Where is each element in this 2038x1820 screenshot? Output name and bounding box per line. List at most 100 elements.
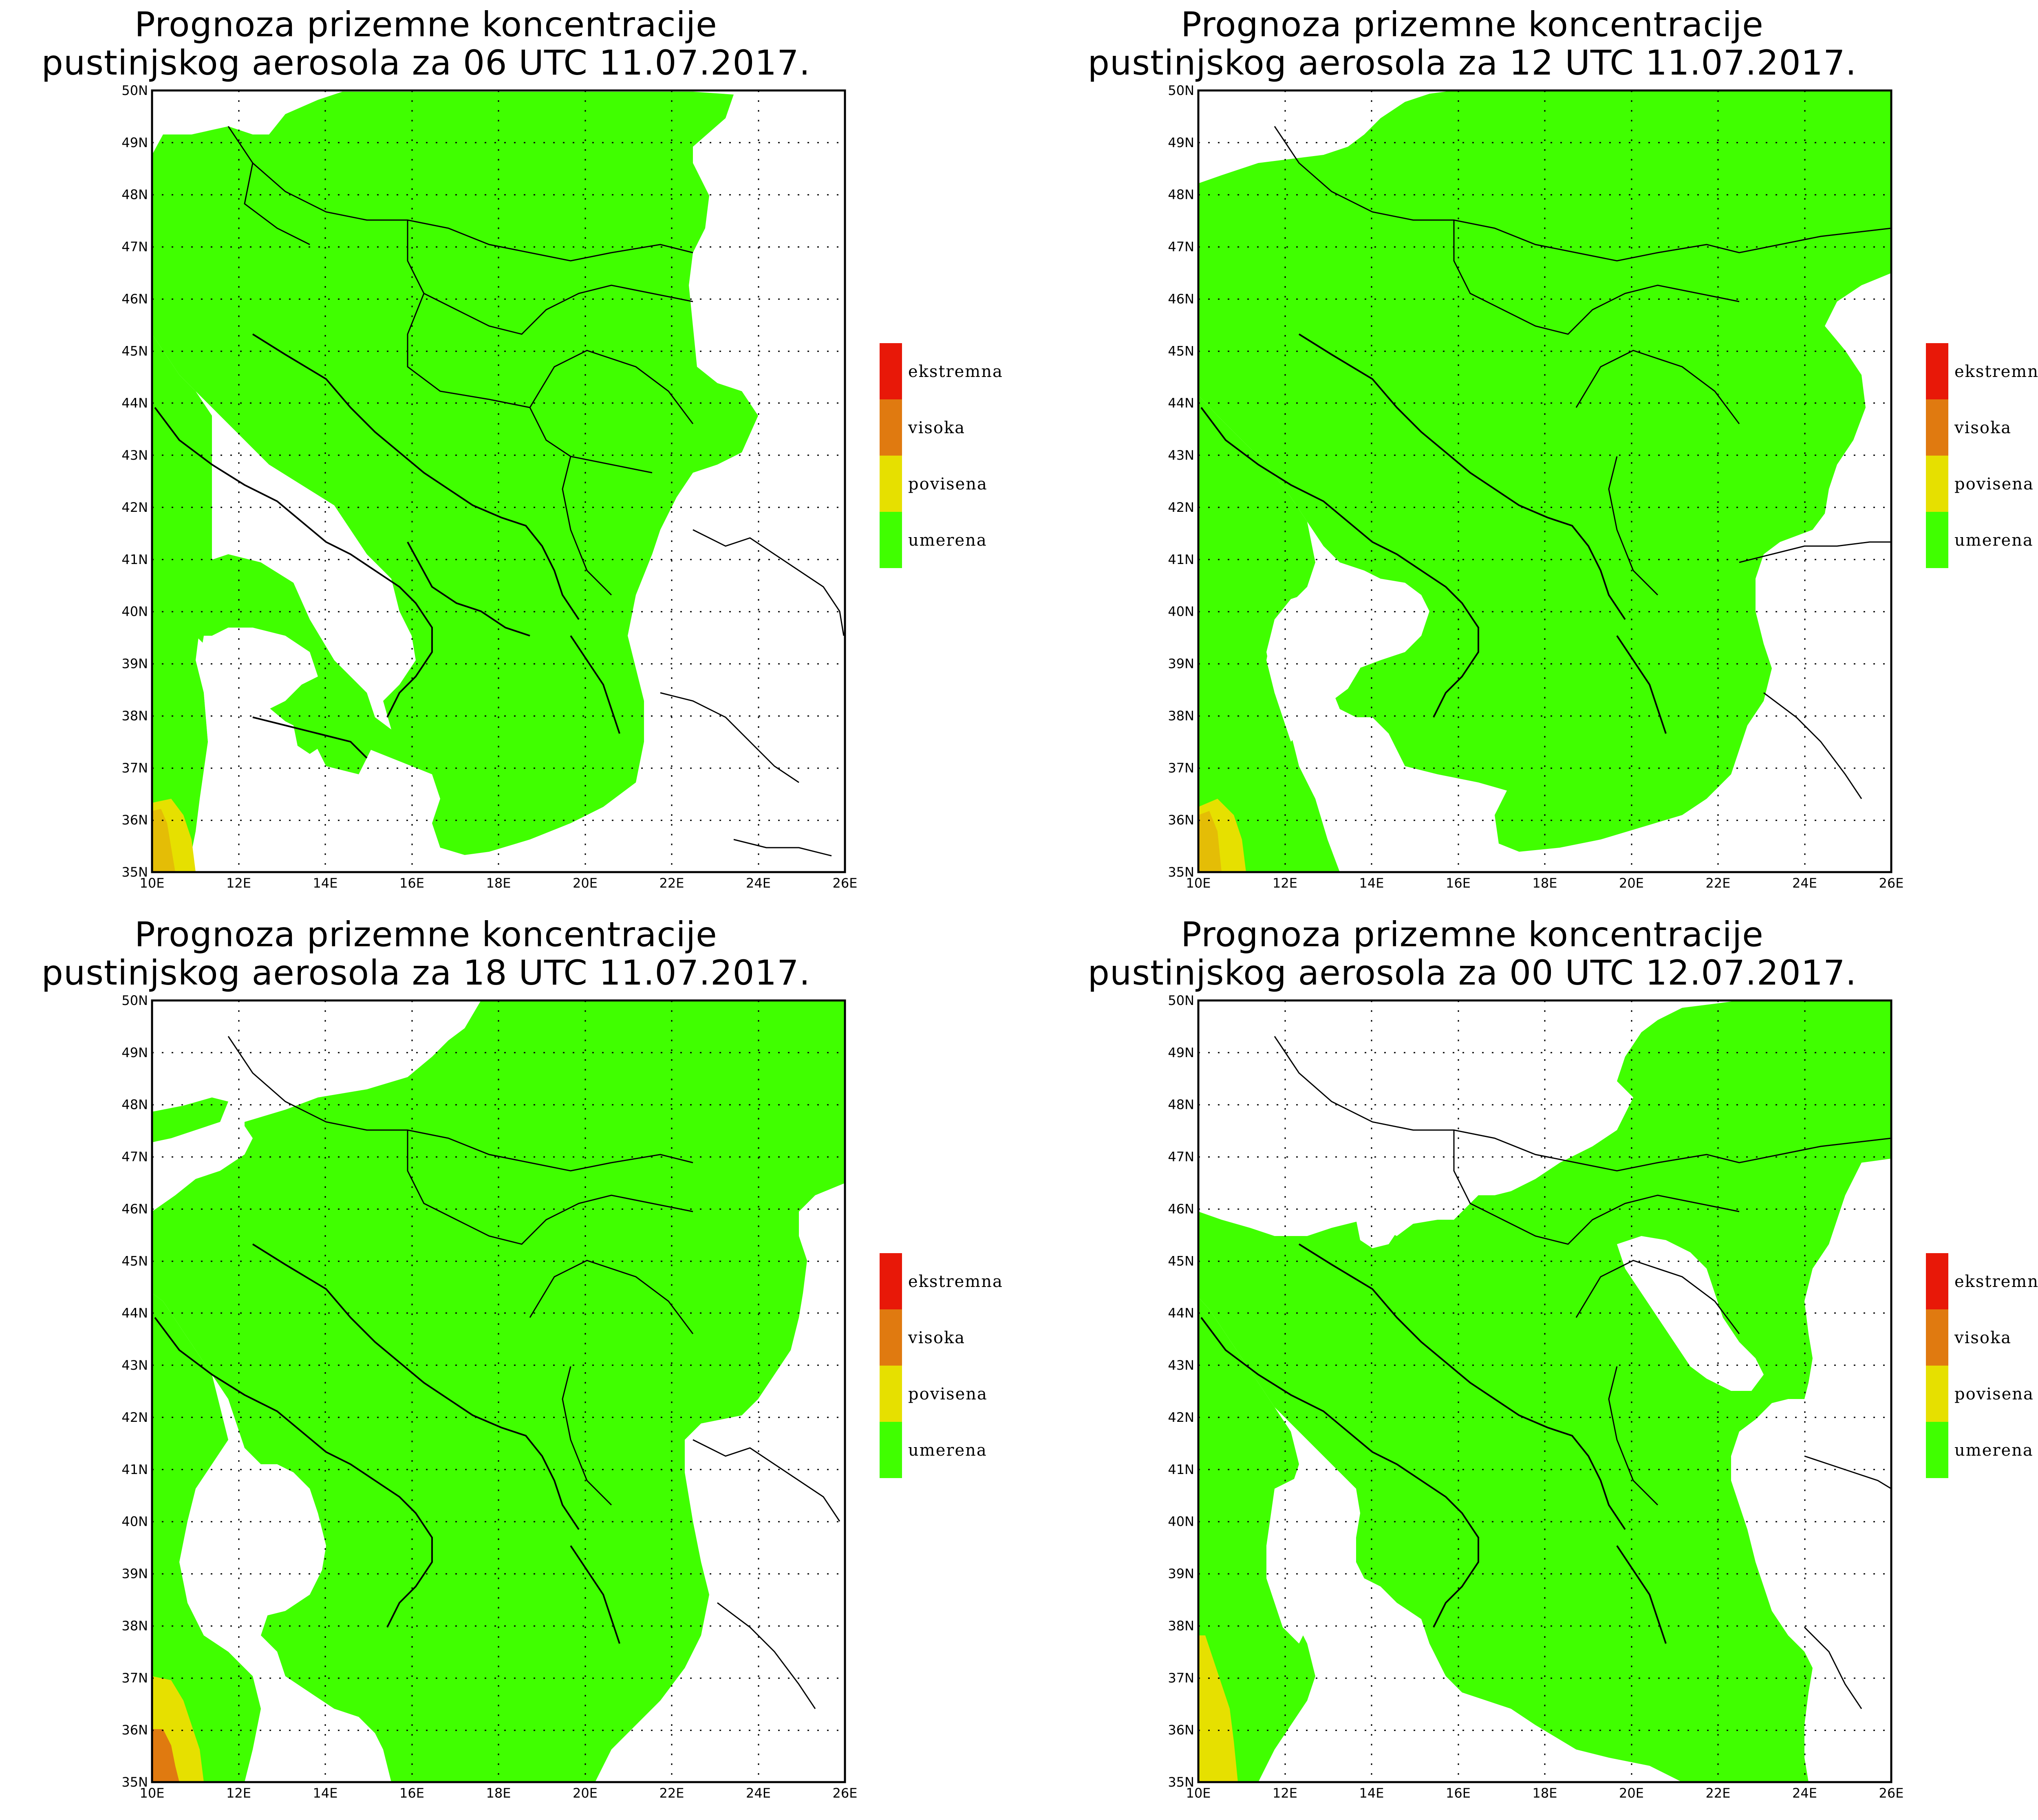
lat-tick-label: 40N (1168, 1514, 1194, 1529)
lat-tick-label: 35N (121, 864, 148, 880)
lat-tick-label: 46N (121, 291, 148, 306)
coastline (154, 333, 620, 759)
lon-tick-label: 16E (1446, 1785, 1471, 1801)
panel-title-line2: pustinjskog aerosola za 18 UTC 11.07.201… (41, 953, 811, 993)
lon-tick-label: 20E (573, 1785, 598, 1801)
lat-tick-label: 37N (1168, 1670, 1194, 1686)
forecast-map: 35N 36N 37N 38N 39N 40N 41N 42N 43N 44N 45N 46N 47N 4… (1168, 83, 2038, 891)
concentration-fields (152, 92, 845, 872)
legend-swatch-umerena (1926, 512, 1948, 568)
legend-label-visoka: visoka (908, 419, 965, 437)
lon-tick-label: 20E (573, 875, 598, 891)
legend-swatch-povisena (1926, 1366, 1948, 1422)
forecast-map: 35N 36N 37N 38N 39N 40N 41N 42N 43N 44N 45N 46N 47N 4… (121, 83, 1002, 891)
lat-tick-label: 36N (1168, 812, 1194, 828)
legend-swatch-povisena (880, 456, 902, 512)
lat-tick-label: 43N (1168, 1357, 1194, 1373)
lon-tick-label: 22E (1706, 875, 1731, 891)
lat-tick-label: 49N (1168, 1045, 1194, 1060)
legend: ekstremna visoka povisena umerena (880, 1253, 1003, 1478)
lat-tick-label: 38N (1168, 1618, 1194, 1633)
legend: ekstremna visoka povisena umerena (1926, 1253, 2038, 1478)
panel-title-line2: pustinjskog aerosola za 00 UTC 12.07.201… (1087, 953, 1857, 993)
legend-label-ekstremna: ekstremna (908, 1272, 1003, 1291)
legend-swatch-povisena (880, 1366, 902, 1422)
lon-tick-label: 18E (486, 1785, 511, 1801)
map-panel-06utc: Prognoza prizemne koncentracije pustinjs… (0, 0, 1046, 910)
forecast-map: 35N 36N 37N 38N 39N 40N 41N 42N 43N 44N 45N 46N 47N 4… (1168, 993, 2038, 1801)
lon-tick-label: 16E (1446, 875, 1471, 891)
lat-tick-label: 47N (121, 1149, 148, 1165)
lat-tick-label: 50N (1168, 83, 1194, 98)
visoka-area (152, 1729, 179, 1782)
legend-label-povisena: povisena (1954, 1385, 2034, 1404)
coastline (1200, 1243, 1667, 1644)
graticule (1198, 1000, 1891, 1782)
white-hole-sw (200, 628, 318, 782)
umerena-area-west (152, 1293, 261, 1782)
visoka-edge (152, 809, 175, 872)
legend-label-visoka: visoka (1954, 1329, 2012, 1347)
lat-tick-label: 35N (1168, 1774, 1194, 1790)
lon-tick-label: 10E (140, 1785, 165, 1801)
lon-tick-label: 20E (1619, 875, 1644, 891)
umerena-area-west (1198, 1297, 1315, 1782)
legend-swatch-povisena (1926, 456, 1948, 512)
lat-tick-label: 42N (1168, 500, 1194, 515)
lat-tick-label: 50N (121, 83, 148, 98)
legend-swatch-ekstremna (1926, 1253, 1948, 1309)
legend-swatch-ekstremna (880, 1253, 902, 1309)
lat-tick-label: 48N (1168, 1097, 1194, 1113)
border-lines (1274, 1036, 1892, 1506)
legend-swatch-visoka (880, 1309, 902, 1366)
lon-tick-label: 26E (833, 1785, 858, 1801)
umerena-nw (152, 1097, 228, 1142)
concentration-fields (1198, 1000, 1892, 1782)
forecast-map: 35N 36N 37N 38N 39N 40N 41N 42N 43N 44N 45N 46N 47N 4… (121, 993, 1003, 1801)
lon-tick-label: 18E (486, 875, 511, 891)
lat-tick-label: 49N (1168, 135, 1194, 150)
white-hole-sw (187, 1468, 318, 1660)
umerena-area-west (152, 334, 212, 872)
lat-tick-label: 45N (121, 343, 148, 359)
border-lines (1274, 126, 1892, 596)
lat-tick-label: 50N (1168, 993, 1194, 1008)
graticule (1198, 90, 1891, 872)
legend-label-povisena: povisena (908, 475, 988, 494)
lat-tick-label: 36N (1168, 1722, 1194, 1738)
lon-tick-label: 10E (140, 875, 165, 891)
eastern-coast (1804, 1455, 1892, 1709)
lon-tick-label: 26E (1879, 1785, 1904, 1801)
lat-tick-label: 48N (1168, 187, 1194, 203)
lon-tick-label: 14E (1359, 875, 1384, 891)
lon-tick-label: 10E (1186, 875, 1211, 891)
legend-label-visoka: visoka (908, 1329, 965, 1347)
lat-tick-label: 39N (121, 1566, 148, 1582)
lat-tick-label: 42N (1168, 1410, 1194, 1425)
legend-swatch-visoka (1926, 1309, 1948, 1366)
lon-tick-label: 14E (313, 1785, 338, 1801)
panel-title-line1: Prognoza prizemne koncentracije (135, 914, 717, 954)
lat-tick-label: 41N (1168, 1462, 1194, 1477)
umerena-area (1198, 1000, 1891, 1782)
longitude-labels: 10E 12E 14E 16E 18E 20E 22E 24E 26E (1186, 875, 1904, 891)
legend-label-ekstremna: ekstremna (1954, 1272, 2038, 1291)
lat-tick-label: 36N (121, 812, 148, 828)
lat-tick-label: 47N (121, 239, 148, 255)
umerena-area (152, 92, 758, 855)
lat-tick-label: 41N (121, 552, 148, 567)
legend-label-ekstremna: ekstremna (1954, 362, 2038, 381)
lat-tick-label: 44N (1168, 395, 1194, 411)
panel-title-line1: Prognoza prizemne koncentracije (135, 4, 717, 44)
lat-tick-label: 44N (121, 1305, 148, 1321)
lon-tick-label: 10E (1186, 1785, 1211, 1801)
map-panel-18utc: Prognoza prizemne koncentracije pustinjs… (0, 910, 1046, 1820)
lon-tick-label: 18E (1533, 1785, 1557, 1801)
lat-tick-label: 40N (1168, 604, 1194, 619)
graticule (152, 1000, 845, 1782)
coastline (1200, 333, 1667, 734)
povisena-area (1198, 799, 1246, 872)
lat-tick-label: 36N (121, 1722, 148, 1738)
lat-tick-label: 38N (1168, 708, 1194, 723)
white-hole-slovenia (1356, 1212, 1397, 1248)
